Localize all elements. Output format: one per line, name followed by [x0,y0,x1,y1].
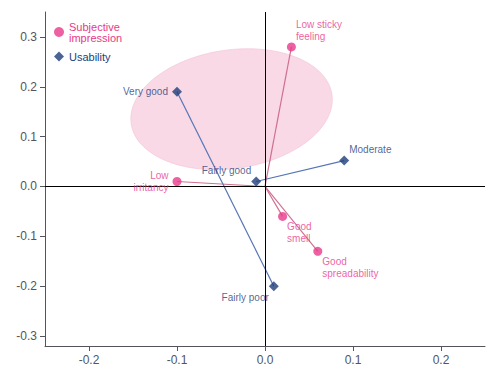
svg-text:Usability: Usability [69,51,111,63]
svg-text:Low sticky: Low sticky [296,19,342,30]
svg-text:irritancy: irritancy [133,182,168,193]
svg-text:spreadability: spreadability [322,268,378,279]
svg-text:0.0: 0.0 [257,353,274,367]
svg-text:-0.1: -0.1 [16,229,37,243]
svg-text:feeling: feeling [296,31,325,42]
svg-text:Fairly poor: Fairly poor [222,292,270,303]
svg-text:Low: Low [150,170,169,181]
svg-text:Moderate: Moderate [349,144,392,155]
svg-text:Fairly good: Fairly good [202,165,251,176]
svg-text:0.2: 0.2 [433,353,450,367]
svg-text:-0.3: -0.3 [16,329,37,343]
svg-text:-0.2: -0.2 [79,353,100,367]
svg-text:0.1: 0.1 [345,353,362,367]
svg-text:impression: impression [69,32,122,44]
svg-text:Subjective: Subjective [69,20,120,33]
svg-text:0.3: 0.3 [20,30,37,44]
svg-text:smell: smell [287,233,310,244]
svg-text:-0.1: -0.1 [167,353,188,367]
svg-text:0.2: 0.2 [20,80,37,94]
svg-text:Good: Good [287,221,311,232]
svg-text:Very good: Very good [123,86,168,97]
svg-text:Good: Good [322,256,346,267]
svg-text:0.1: 0.1 [20,130,37,144]
svg-text:-0.2: -0.2 [16,279,37,293]
svg-text:0.0: 0.0 [20,179,37,193]
